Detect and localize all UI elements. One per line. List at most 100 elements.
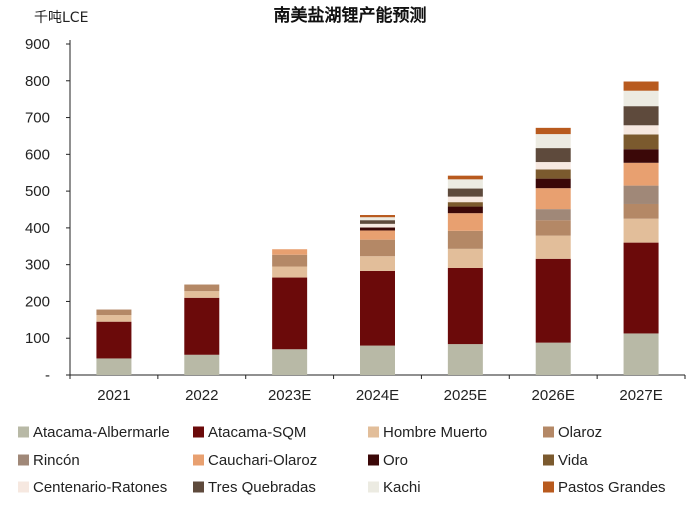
bar-segment — [447, 267, 483, 345]
legend-label: Tres Quebradas — [208, 479, 316, 496]
bar-segment — [623, 218, 659, 243]
y-axis-unit-label: 千吨LCE — [34, 10, 88, 26]
bar-segment — [447, 213, 483, 231]
bar-segment — [360, 270, 395, 346]
bar-segment — [447, 188, 483, 197]
bars — [96, 81, 659, 375]
y-tick-label: 200 — [25, 293, 50, 310]
legend-swatch — [543, 481, 554, 493]
x-tick-label: 2021 — [97, 387, 130, 404]
y-tick-label: 100 — [25, 330, 50, 347]
y-tick-label: - — [45, 367, 50, 384]
legend-label: Hombre Muerto — [383, 424, 487, 441]
y-tick-label: 800 — [25, 73, 50, 90]
x-tick-label: 2025E — [444, 387, 487, 404]
bar-segment — [623, 333, 659, 375]
bar-segment — [272, 254, 308, 267]
legend-swatch — [193, 454, 204, 466]
x-tick-label: 2026E — [532, 387, 575, 404]
bar-segment — [447, 344, 483, 375]
bar-segment — [535, 258, 571, 343]
y-tick-label: 900 — [25, 36, 50, 53]
bar-segment — [272, 266, 308, 278]
bar-segment — [360, 220, 395, 224]
bar-segment — [623, 203, 659, 219]
legend-label: Cauchari-Olaroz — [208, 452, 317, 469]
x-tick-label: 2023E — [268, 387, 311, 404]
bar-segment — [360, 215, 395, 218]
bar-segment — [535, 162, 571, 170]
legend-swatch — [18, 454, 29, 466]
bar-segment — [184, 291, 220, 298]
bar-segment — [96, 315, 132, 322]
bar-segment — [447, 202, 483, 207]
legend-label: Rincón — [33, 452, 80, 469]
legend-label: Vida — [558, 452, 588, 469]
bar-segment — [535, 134, 571, 149]
legend-label: Centenario-Ratones — [33, 479, 167, 496]
bar-segment — [535, 178, 571, 189]
bar-segment — [272, 249, 308, 255]
y-tick-label: 400 — [25, 220, 50, 237]
legend-swatch — [18, 426, 29, 438]
bar-segment — [623, 81, 659, 91]
bar-segment — [447, 175, 483, 180]
chart-title: 南美盐湖锂产能预测 — [274, 5, 427, 26]
bar-segment — [535, 169, 571, 179]
legend-swatch — [368, 454, 379, 466]
x-tick-label: 2027E — [619, 387, 662, 404]
bar-segment — [360, 217, 395, 221]
bar-segment — [447, 230, 483, 249]
legend-swatch — [193, 481, 204, 493]
bar-segment — [360, 345, 395, 375]
bar-segment — [360, 223, 395, 228]
legend-label: Oro — [383, 452, 408, 469]
bar-segment — [96, 309, 132, 316]
legend-swatch — [543, 454, 554, 466]
legend-swatch — [18, 481, 29, 493]
x-tick-label: 2024E — [356, 387, 399, 404]
legend: Atacama-Albermarle Atacama-SQM Hombre Muer… — [18, 424, 666, 496]
bar-segment — [272, 277, 308, 350]
bar-segment — [447, 179, 483, 189]
legend-label: Atacama-Albermarle — [33, 424, 170, 441]
bar-segment — [360, 230, 395, 240]
legend-swatch — [543, 426, 554, 438]
bar-segment — [623, 106, 659, 126]
bar-segment — [535, 220, 571, 236]
bar-segment — [535, 209, 571, 221]
bar-segment — [623, 185, 659, 204]
legend-swatch — [368, 426, 379, 438]
bar-segment — [623, 90, 659, 107]
bar-segment — [535, 342, 571, 375]
bar-segment — [447, 196, 483, 203]
bar-segment — [623, 242, 659, 334]
legend-label: Pastos Grandes — [558, 479, 666, 496]
bar-segment — [535, 127, 571, 135]
bar-segment — [96, 321, 132, 359]
bar-segment — [96, 358, 132, 375]
legend-swatch — [368, 481, 379, 493]
bar-segment — [623, 162, 659, 186]
legend-swatch — [193, 426, 204, 438]
y-tick-label: 600 — [25, 146, 50, 163]
bar-segment — [360, 256, 395, 271]
bar-segment — [184, 297, 220, 355]
legend-label: Atacama-SQM — [208, 424, 306, 441]
bar-segment — [623, 149, 659, 163]
bar-segment — [272, 349, 308, 375]
legend-label: Olaroz — [558, 424, 602, 441]
y-tick-label: 500 — [25, 183, 50, 200]
bar-segment — [535, 148, 571, 163]
y-tick-label: 700 — [25, 110, 50, 127]
legend-label: Kachi — [383, 479, 421, 496]
bar-segment — [360, 227, 395, 231]
bar-segment — [184, 354, 220, 375]
bar-segment — [184, 284, 220, 292]
bar-segment — [623, 125, 659, 135]
axes: - 100 200 300 400 500 600 700 800 900 2021 2022 2023… — [25, 36, 686, 404]
bar-segment — [535, 188, 571, 210]
x-tick-label: 2022 — [185, 387, 218, 404]
bar-segment — [623, 134, 659, 150]
